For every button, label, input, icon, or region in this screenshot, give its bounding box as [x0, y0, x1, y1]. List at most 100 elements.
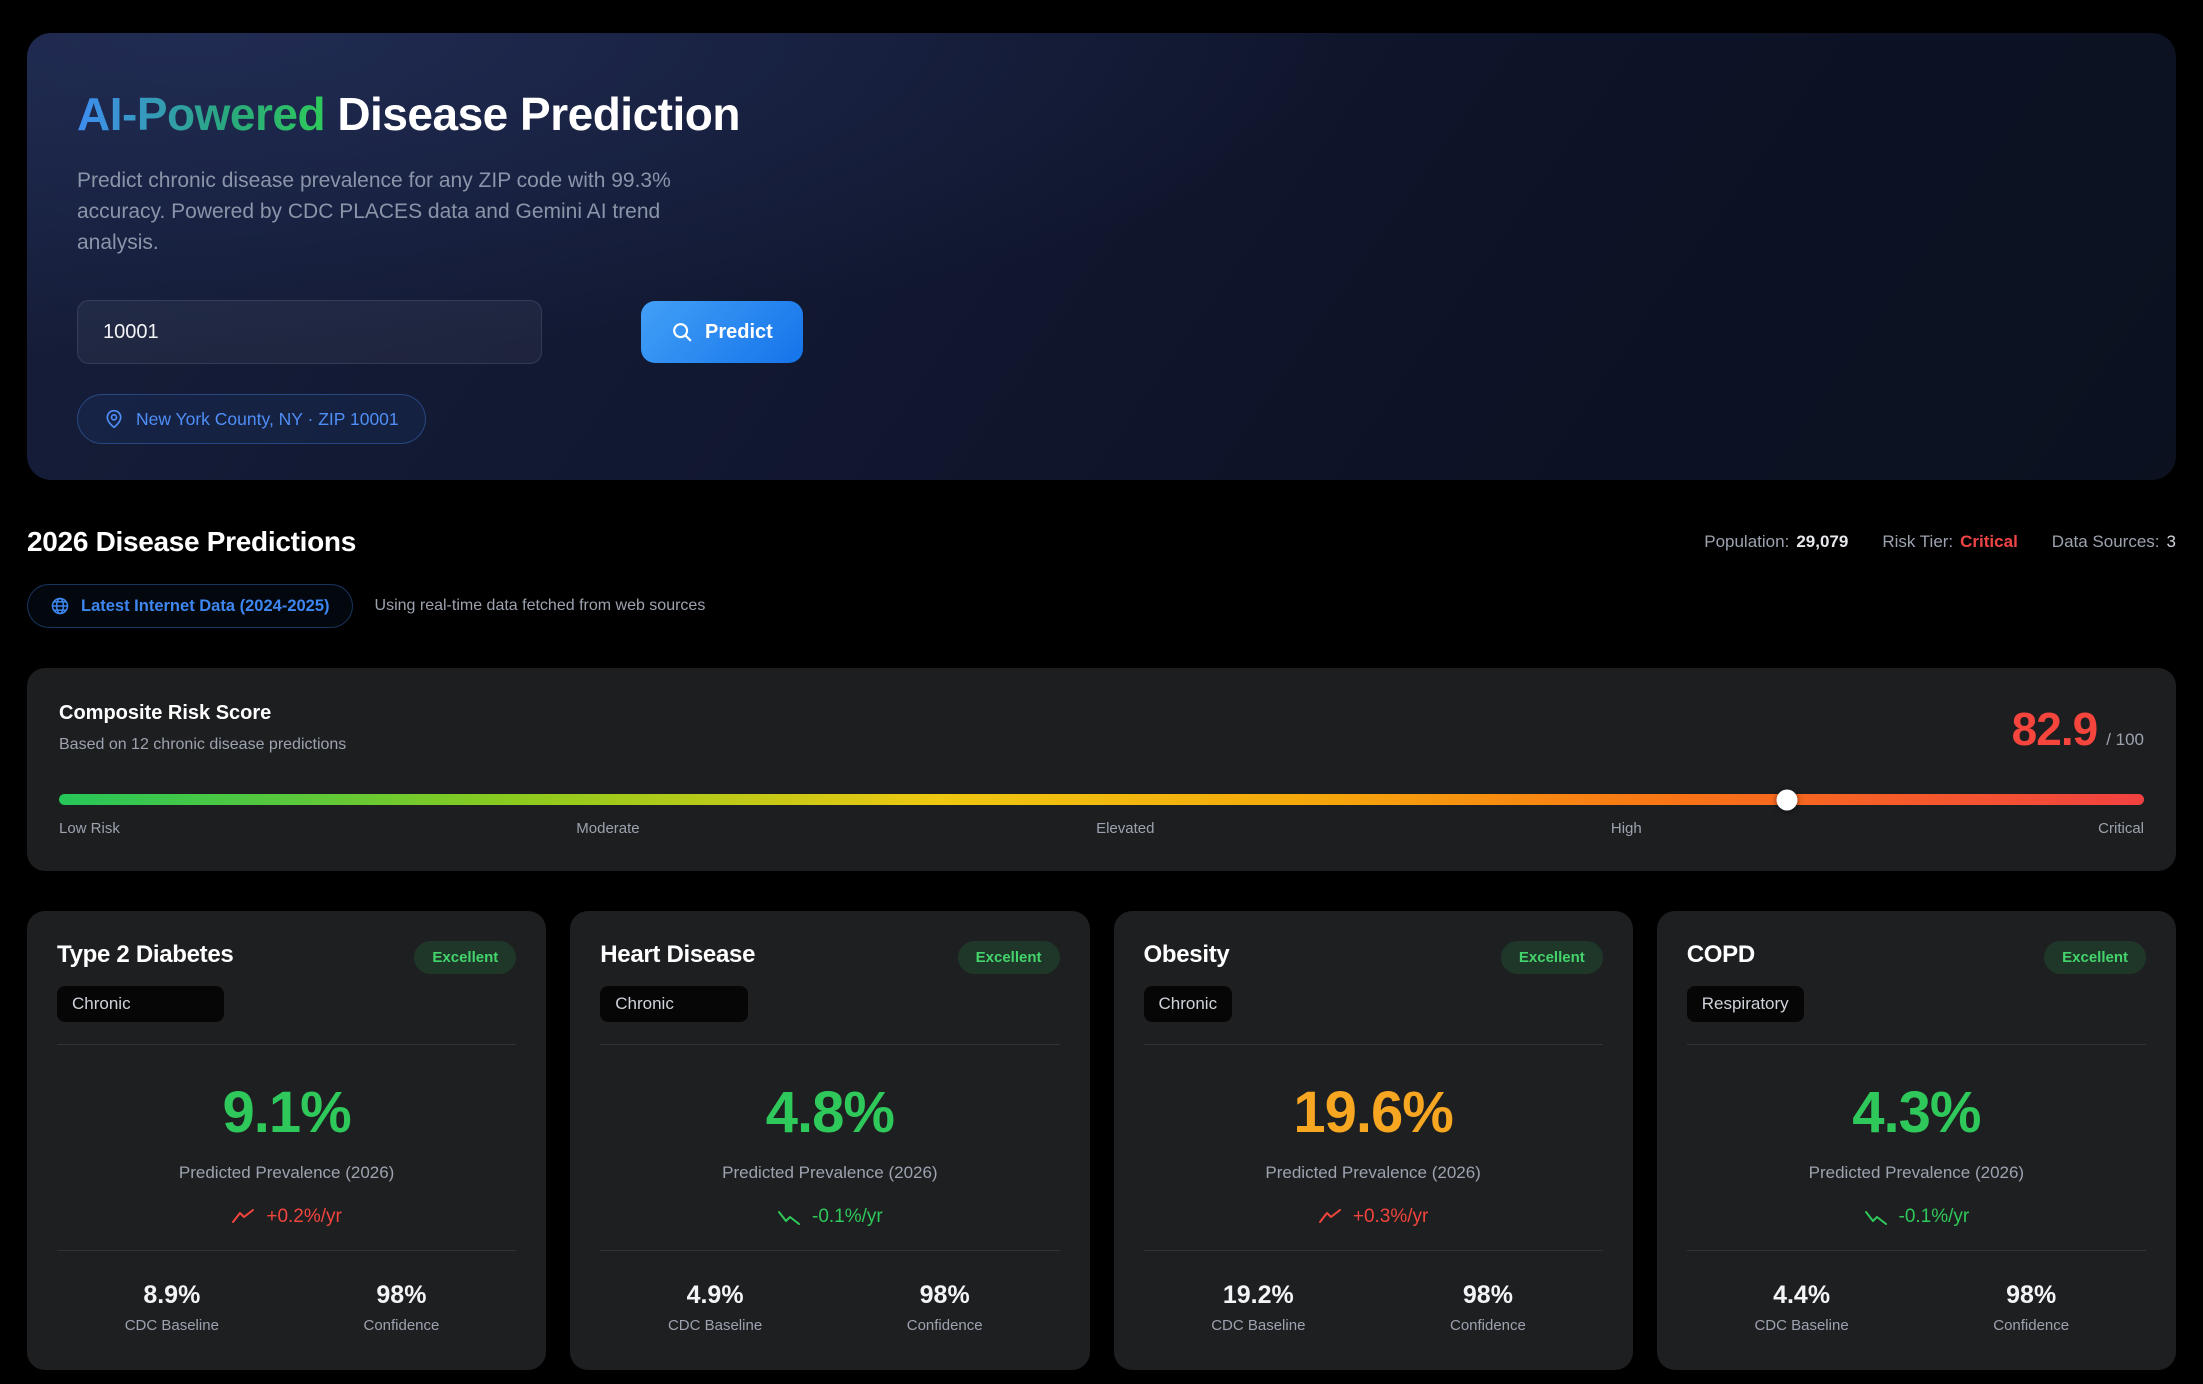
predicted-value: 4.3% [1852, 1080, 1981, 1145]
status-badge: Excellent [414, 941, 517, 974]
trending-up-icon [232, 1209, 255, 1223]
header-stats: Population: 29,079 Risk Tier: Critical Dat… [1704, 532, 2176, 552]
baseline-stat: 8.9% CDC Baseline [57, 1281, 287, 1334]
predicted-value: 9.1% [222, 1080, 352, 1145]
trending-up-icon [1318, 1209, 1341, 1223]
confidence-label: Confidence [1449, 1317, 1526, 1334]
prediction-cards: Type 2 Diabetes Excellent Chronic 9.1% P… [27, 911, 2176, 1370]
confidence-value: 98% [919, 1281, 970, 1309]
trend-row: +0.3%/yr [1144, 1206, 1603, 1228]
header-stat: Data Sources: 3 [2052, 532, 2176, 552]
header-stat-value: Critical [1960, 532, 2018, 551]
trend-value: -0.1%/yr [1898, 1206, 1970, 1227]
trend-value: +0.3%/yr [1352, 1206, 1429, 1227]
header-stat-label: Population: [1704, 532, 1790, 551]
page-title-accent: AI-Powered [77, 88, 326, 140]
location-badge-label: New York County, NY · ZIP 10001 [136, 408, 399, 429]
confidence-stat: 98% Confidence [830, 1281, 1060, 1334]
hero-section: AI-Powered Disease Prediction Predict ch… [27, 33, 2176, 480]
trend-value: +0.2%/yr [266, 1206, 342, 1227]
baseline-stat: 4.4% CDC Baseline [1687, 1281, 1917, 1334]
composite-score: 82.9 / 100 [2012, 702, 2144, 756]
prediction-card: COPD Excellent Respiratory 4.3% Predicte… [1656, 911, 2176, 1370]
predicted-value: 4.8% [765, 1080, 895, 1145]
search-row: Predict [77, 300, 2126, 364]
search-icon [673, 323, 692, 342]
baseline-value: 8.9% [143, 1281, 201, 1309]
category-tag: Chronic [57, 986, 224, 1022]
header-stat-value: 3 [2166, 532, 2176, 551]
predicted-value-label: Predicted Prevalence (2026) [722, 1163, 938, 1182]
trending-down-icon [1864, 1211, 1887, 1225]
prediction-card: Type 2 Diabetes Excellent Chronic 9.1% P… [27, 911, 547, 1370]
risk-gradient-bar [59, 789, 2144, 810]
composite-score-max: / 100 [2106, 730, 2144, 749]
data-source-badge-label: Latest Internet Data (2024-2025) [81, 596, 330, 615]
risk-scale-label: Moderate [576, 820, 640, 837]
baseline-value: 4.4% [1773, 1281, 1831, 1309]
predictions-title: 2026 Disease Predictions [27, 526, 356, 557]
predict-button[interactable]: Predict [641, 301, 803, 363]
composite-risk-card: Composite Risk Score Based on 12 chronic… [27, 668, 2176, 871]
category-tag: Respiratory [1686, 986, 1804, 1022]
risk-scale-label: High [1610, 820, 1642, 837]
composite-risk-title: Composite Risk Score [59, 702, 272, 724]
card-title: COPD [1686, 941, 1755, 968]
baseline-label: CDC Baseline [124, 1317, 219, 1334]
header-stat: Population: 29,079 [1704, 532, 1848, 552]
card-title: Obesity [1143, 941, 1230, 968]
trending-down-icon [778, 1211, 800, 1225]
header-stat-label: Data Sources: [2051, 532, 2160, 551]
predicted-value: 19.6% [1293, 1080, 1453, 1145]
page-title: AI-Powered Disease Prediction [77, 87, 2126, 141]
risk-scale-labels: Low Risk Moderate Elevated High Critical [59, 820, 2144, 837]
globe-icon [51, 597, 69, 615]
trend-row: -0.1%/yr [600, 1206, 1059, 1228]
prediction-card: Heart Disease Excellent Chronic 4.8% Pre… [570, 911, 1090, 1370]
predicted-value-label: Predicted Prevalence (2026) [1265, 1163, 1481, 1182]
prediction-card: Obesity Excellent Chronic 19.6% Predicte… [1113, 911, 1633, 1370]
card-title: Heart Disease [600, 941, 756, 968]
confidence-stat: 98% Confidence [287, 1281, 517, 1334]
data-source-row: Latest Internet Data (2024-2025) Using r… [27, 584, 2176, 628]
risk-scale-label: Elevated [1096, 820, 1155, 837]
composite-risk-text: Composite Risk Score Based on 12 chronic… [59, 702, 346, 754]
predicted-value-label: Predicted Prevalence (2026) [1808, 1163, 2025, 1182]
category-tag: Chronic [1143, 986, 1233, 1022]
predictions-header: 2026 Disease Predictions Population: 29,0… [27, 526, 2176, 558]
confidence-value: 98% [376, 1281, 427, 1309]
baseline-value: 19.2% [1222, 1281, 1294, 1309]
category-tag: Chronic [600, 986, 749, 1022]
baseline-value: 4.9% [686, 1281, 744, 1309]
trend-row: +0.2%/yr [57, 1206, 516, 1228]
predicted-value-label: Predicted Prevalence (2026) [178, 1163, 395, 1182]
baseline-label: CDC Baseline [1754, 1317, 1849, 1334]
zip-input[interactable] [77, 300, 542, 364]
header-stat-label: Risk Tier: [1882, 532, 1954, 551]
trend-value: -0.1%/yr [812, 1206, 883, 1227]
confidence-label: Confidence [1993, 1317, 2070, 1334]
composite-risk-subtitle: Based on 12 chronic disease predictions [59, 736, 347, 753]
map-pin-icon [106, 409, 122, 429]
risk-score-marker [1776, 789, 1798, 810]
status-badge: Excellent [1500, 941, 1603, 974]
page-title-rest: Disease Prediction [337, 88, 740, 140]
composite-score-value: 82.9 [2011, 703, 2099, 755]
predict-button-label: Predict [705, 320, 773, 343]
risk-scale-label: Low Risk [59, 820, 120, 837]
header-stat: Risk Tier: Critical [1882, 532, 2017, 552]
trend-row: -0.1%/yr [1687, 1206, 2146, 1228]
hero-subtitle: Predict chronic disease prevalence for a… [77, 169, 671, 254]
confidence-label: Confidence [906, 1317, 983, 1334]
confidence-stat: 98% Confidence [1916, 1281, 2146, 1334]
header-stat-value: 29,079 [1796, 532, 1849, 551]
data-source-note: Using real-time data fetched from web so… [374, 597, 706, 614]
baseline-label: CDC Baseline [667, 1317, 763, 1334]
location-badge: New York County, NY · ZIP 10001 [77, 394, 426, 444]
confidence-value: 98% [2006, 1281, 2057, 1309]
data-source-badge: Latest Internet Data (2024-2025) [27, 584, 353, 628]
status-badge: Excellent [957, 941, 1060, 974]
status-badge: Excellent [2044, 941, 2146, 974]
confidence-label: Confidence [363, 1317, 440, 1334]
